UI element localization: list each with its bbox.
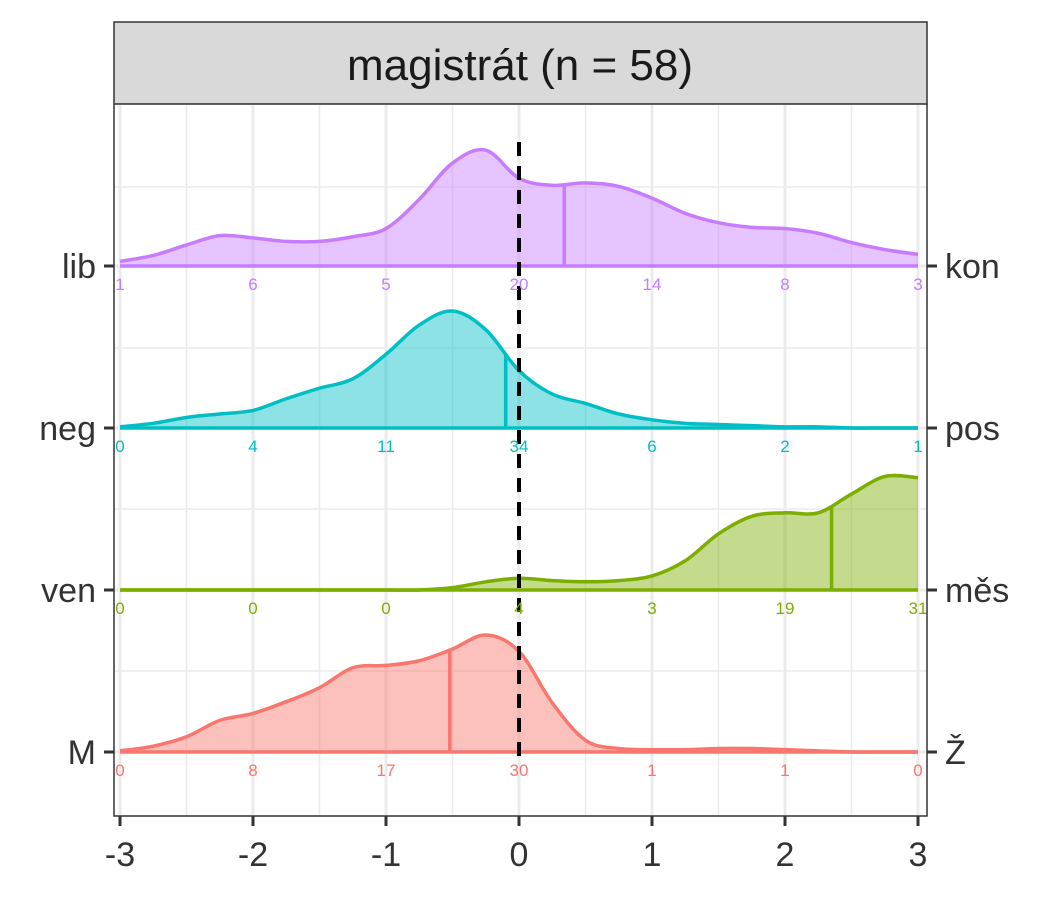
count-label: 34 (510, 437, 529, 456)
density-area (120, 310, 918, 429)
x-tick-label: 2 (776, 836, 795, 874)
count-label: 0 (913, 761, 922, 780)
x-tick-label: -1 (371, 836, 401, 874)
count-label: 0 (248, 599, 257, 618)
count-label: 0 (381, 599, 390, 618)
x-tick-label: 0 (510, 836, 529, 874)
facet-strip (113, 21, 928, 105)
facet-title: magistrát (n = 58) (347, 41, 693, 90)
x-tick-label: -2 (238, 836, 268, 874)
count-label: 20 (510, 275, 529, 294)
count-label: 19 (776, 599, 795, 618)
count-label: 5 (381, 275, 390, 294)
density-area (120, 149, 918, 266)
count-label: 1 (913, 437, 922, 456)
count-label: 1 (115, 275, 124, 294)
count-label: 8 (780, 275, 789, 294)
count-label: 1 (780, 761, 789, 780)
count-label: 0 (115, 437, 124, 456)
x-tick-label: 3 (909, 836, 928, 874)
count-label: 0 (115, 599, 124, 618)
density-area (120, 475, 918, 591)
density-area (120, 634, 918, 753)
count-label: 14 (643, 275, 662, 294)
count-label: 31 (909, 599, 928, 618)
count-label: 6 (248, 275, 257, 294)
count-label: 4 (514, 599, 523, 618)
count-label: 0 (115, 761, 124, 780)
x-tick-label: -3 (105, 836, 135, 874)
count-label: 1 (647, 761, 656, 780)
count-label: 2 (780, 437, 789, 456)
count-label: 6 (647, 437, 656, 456)
y-label-left: ven (41, 572, 96, 610)
count-label: 11 (377, 437, 395, 456)
count-label: 3 (647, 599, 656, 618)
x-axis: -3 -2 -1 0 1 2 3 (105, 816, 928, 874)
count-label: 30 (510, 761, 529, 780)
y-label-right: pos (945, 410, 1000, 448)
y-label-left: M (68, 734, 96, 772)
y-label-left: neg (39, 410, 96, 448)
count-label: 8 (248, 761, 257, 780)
count-label: 17 (377, 761, 396, 780)
count-label: 4 (248, 437, 257, 456)
y-label-right: Ž (945, 734, 966, 772)
y-label-right: kon (945, 248, 1000, 286)
y-label-right: měs (945, 572, 1009, 610)
count-labels: 1 6 5 20 14 8 30 4 11 34 6 2 10 0 0 4 3 19 310 8 17 30 1 1 0 (115, 275, 927, 780)
count-label: 3 (913, 275, 922, 294)
x-tick-label: 1 (643, 836, 662, 874)
y-label-left: lib (62, 248, 96, 286)
